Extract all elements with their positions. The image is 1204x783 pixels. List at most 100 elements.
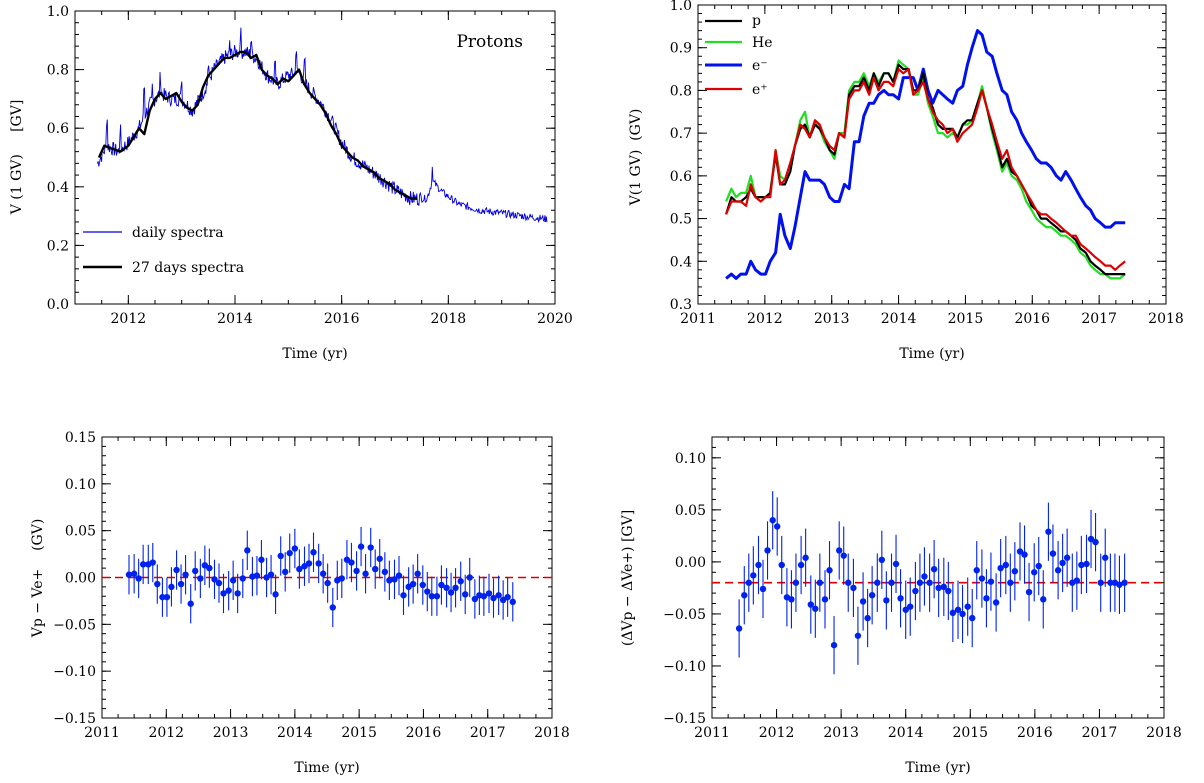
data-point (173, 566, 180, 574)
data-point (888, 579, 895, 586)
axis-ticks: 2011 2012 2013 2014 2015 2016 2017 2018 −0.15 −0.… (663, 436, 1182, 741)
data-point (1021, 551, 1028, 558)
data-point (741, 591, 748, 599)
data-point (234, 590, 241, 597)
panel-proton-positron-difference: 2011 2012 2013 2014 2015 2016 2017 2018 −0.15 −0.… (30, 430, 570, 776)
data-point (859, 598, 867, 605)
data-point (348, 559, 355, 566)
legend-label-27day: 27 days spectra (132, 260, 244, 276)
data-point (206, 564, 213, 572)
x-axis-label: Time (yr) (905, 760, 970, 776)
series-line-positron (725, 68, 1126, 271)
legend-label-p: p (752, 13, 761, 29)
data-point (471, 595, 479, 603)
x-tick-label: 2012 (747, 311, 783, 327)
plot-marks (725, 29, 1126, 280)
data-point (277, 552, 284, 560)
x-tick-label: 2011 (680, 311, 716, 327)
x-tick-label: 2014 (881, 311, 917, 327)
data-point (973, 567, 980, 574)
data-point (282, 568, 289, 576)
data-point (466, 574, 473, 581)
y-tick-label: 0.4 (670, 254, 692, 270)
x-tick-label: 2012 (759, 725, 795, 741)
data-point (878, 556, 886, 564)
plot-marks (96, 27, 548, 224)
data-point (1092, 538, 1099, 546)
data-point (154, 580, 161, 588)
x-tick-label: 2017 (1082, 725, 1118, 741)
data-point (797, 561, 805, 569)
y-tick-label: 0.8 (670, 83, 692, 99)
data-point (353, 567, 360, 575)
data-point (338, 575, 345, 582)
data-point (400, 592, 407, 599)
data-point (367, 544, 374, 551)
data-point (267, 571, 275, 578)
data-point (324, 579, 331, 587)
data-point (443, 584, 450, 592)
data-point (836, 547, 843, 554)
x-tick-label: 2018 (534, 725, 570, 741)
x-tick-label: 2015 (952, 725, 988, 741)
data-point (969, 614, 976, 622)
data-point (229, 577, 237, 584)
x-tick-label: 2011 (84, 725, 120, 741)
series-line-p (725, 63, 1126, 276)
y-tick-label: 0.6 (670, 169, 692, 185)
legend-label-he: He (752, 35, 773, 51)
plot-frame (711, 436, 1165, 719)
data-point (997, 564, 1004, 572)
x-tick-label: 2020 (537, 311, 573, 327)
data-point (807, 601, 814, 608)
y-tick-label: 0.00 (65, 571, 96, 587)
x-tick-label: 2018 (1146, 725, 1182, 741)
x-tick-label: 2016 (324, 311, 360, 327)
legend: p He e⁻ e⁺ (705, 13, 773, 98)
data-point (253, 572, 261, 579)
y-tick-label: 1.0 (670, 0, 692, 14)
data-point (182, 571, 189, 578)
y-tick-label: 0.05 (675, 503, 706, 519)
x-tick-label: 2011 (694, 725, 730, 741)
data-point (414, 570, 421, 577)
legend-label-daily: daily spectra (132, 225, 224, 241)
data-point (1045, 528, 1052, 535)
data-point (735, 625, 743, 632)
legend-label-electron: e⁻ (752, 58, 768, 74)
data-point (372, 565, 379, 573)
data-point (1121, 579, 1128, 586)
data-point (821, 596, 829, 603)
y-tick-label: 0.9 (670, 41, 692, 57)
x-axis-label: Time (yr) (282, 346, 347, 362)
plot-marks (712, 491, 1164, 675)
data-point (830, 641, 838, 649)
data-point (845, 579, 852, 586)
y-tick-label: 0.10 (675, 451, 706, 467)
y-tick-label: 1.0 (47, 4, 69, 20)
data-point (745, 579, 753, 586)
data-point (868, 591, 876, 599)
y-tick-label: −0.05 (53, 617, 96, 633)
data-point (391, 576, 398, 583)
y-tick-label: 0.0 (47, 297, 69, 313)
data-point (1087, 535, 1095, 543)
data-point (197, 575, 204, 582)
data-point (987, 578, 995, 585)
x-tick-label: 2018 (431, 311, 467, 327)
x-axis-label: Time (yr) (899, 346, 964, 362)
data-point (1083, 560, 1090, 568)
x-tick-label: 2014 (888, 725, 924, 741)
data-point (1059, 559, 1066, 567)
data-point (792, 579, 800, 586)
data-point (452, 584, 459, 592)
data-point (220, 590, 227, 597)
data-point (926, 579, 933, 586)
data-point (983, 595, 990, 602)
data-point (1097, 579, 1104, 586)
data-point (978, 575, 986, 582)
data-point (959, 610, 966, 618)
y-tick-label: 0.00 (675, 555, 706, 571)
x-tick-label: 2015 (948, 311, 984, 327)
data-point (319, 570, 327, 577)
